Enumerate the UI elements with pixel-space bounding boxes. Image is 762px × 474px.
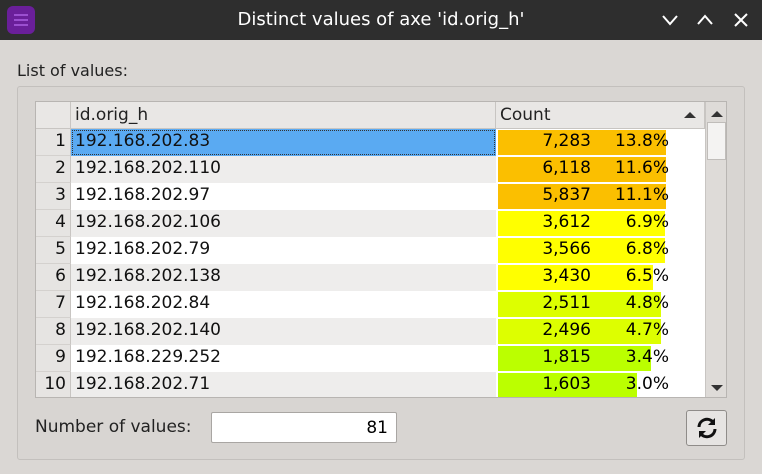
column-header[interactable]: Count bbox=[496, 102, 705, 129]
percent-text: 3.4% bbox=[625, 347, 669, 367]
row-index[interactable]: 10 bbox=[36, 372, 71, 397]
count-field[interactable]: 81 bbox=[211, 412, 397, 443]
refresh-button[interactable] bbox=[686, 410, 727, 446]
count-text: 2,511 bbox=[542, 293, 591, 313]
title-bar: Distinct values of axe 'id.orig_h' bbox=[0, 0, 762, 40]
count-text: 6,118 bbox=[542, 158, 591, 178]
count-text: 7,283 bbox=[542, 131, 591, 151]
minimize-button[interactable] bbox=[660, 10, 680, 30]
maximize-button[interactable] bbox=[695, 10, 715, 30]
row-value[interactable]: 192.168.202.84 bbox=[71, 291, 496, 318]
scroll-thumb[interactable] bbox=[707, 122, 726, 160]
count-text: 1,815 bbox=[542, 347, 591, 367]
scrollbar[interactable] bbox=[705, 102, 726, 397]
row-value[interactable]: 192.168.202.106 bbox=[71, 210, 496, 237]
row-index[interactable]: 5 bbox=[36, 237, 71, 264]
app-icon bbox=[7, 6, 35, 34]
values-table: id.orig_h Count 1 192.168.202.83 7,283 13.8… bbox=[35, 101, 727, 398]
close-button[interactable] bbox=[731, 10, 751, 30]
count-bar bbox=[498, 292, 661, 317]
count-bar bbox=[498, 184, 666, 209]
count-bar bbox=[498, 157, 666, 182]
row-index[interactable]: 1 bbox=[36, 129, 71, 156]
count-bar bbox=[498, 373, 637, 397]
column-header[interactable]: id.orig_h bbox=[71, 102, 496, 129]
count-label: Number of values: bbox=[35, 417, 192, 437]
count-bar bbox=[498, 319, 661, 344]
count-bar bbox=[498, 130, 666, 155]
percent-text: 11.1% bbox=[614, 185, 669, 205]
row-value[interactable]: 192.168.202.83 bbox=[71, 129, 496, 156]
group-label: List of values: bbox=[17, 61, 128, 80]
scroll-down[interactable] bbox=[711, 384, 723, 392]
count-text: 3,566 bbox=[542, 239, 591, 259]
row-index[interactable]: 8 bbox=[36, 318, 71, 345]
count-text: 5,837 bbox=[542, 185, 591, 205]
count-text: 2,496 bbox=[542, 320, 591, 340]
percent-text: 4.8% bbox=[625, 293, 669, 313]
row-index[interactable]: 2 bbox=[36, 156, 71, 183]
row-value[interactable]: 192.168.202.140 bbox=[71, 318, 496, 345]
row-value[interactable]: 192.168.229.252 bbox=[71, 345, 496, 372]
row-value[interactable]: 192.168.202.110 bbox=[71, 156, 496, 183]
row-value[interactable]: 192.168.202.79 bbox=[71, 237, 496, 264]
count-text: 3,430 bbox=[542, 266, 591, 286]
header-text: Count bbox=[500, 105, 551, 125]
percent-text: 6.8% bbox=[625, 239, 669, 259]
refresh-icon bbox=[697, 417, 717, 439]
row-value[interactable]: 192.168.202.71 bbox=[71, 372, 496, 397]
count-bar bbox=[498, 346, 651, 371]
percent-text: 3.0% bbox=[625, 374, 669, 394]
count-bar bbox=[498, 211, 665, 236]
row-index[interactable]: 7 bbox=[36, 291, 71, 318]
percent-text: 6.9% bbox=[625, 212, 669, 232]
row-value[interactable]: 192.168.202.97 bbox=[71, 183, 496, 210]
row-index[interactable]: 9 bbox=[36, 345, 71, 372]
row-index[interactable]: 4 bbox=[36, 210, 71, 237]
percent-text: 13.8% bbox=[614, 131, 669, 151]
window-title: Distinct values of axe 'id.orig_h' bbox=[237, 9, 525, 30]
count-bar bbox=[498, 265, 653, 290]
sort-indicator bbox=[684, 112, 696, 118]
row-value[interactable]: 192.168.202.138 bbox=[71, 264, 496, 291]
row-index[interactable]: 6 bbox=[36, 264, 71, 291]
count-bar bbox=[498, 238, 665, 263]
percent-text: 4.7% bbox=[625, 320, 669, 340]
row-index[interactable]: 3 bbox=[36, 183, 71, 210]
count-text: 1,603 bbox=[542, 374, 591, 394]
percent-text: 11.6% bbox=[614, 158, 669, 178]
count-text: 3,612 bbox=[542, 212, 591, 232]
percent-text: 6.5% bbox=[625, 266, 669, 286]
scroll-up[interactable] bbox=[711, 110, 723, 118]
corner-header bbox=[36, 102, 71, 129]
